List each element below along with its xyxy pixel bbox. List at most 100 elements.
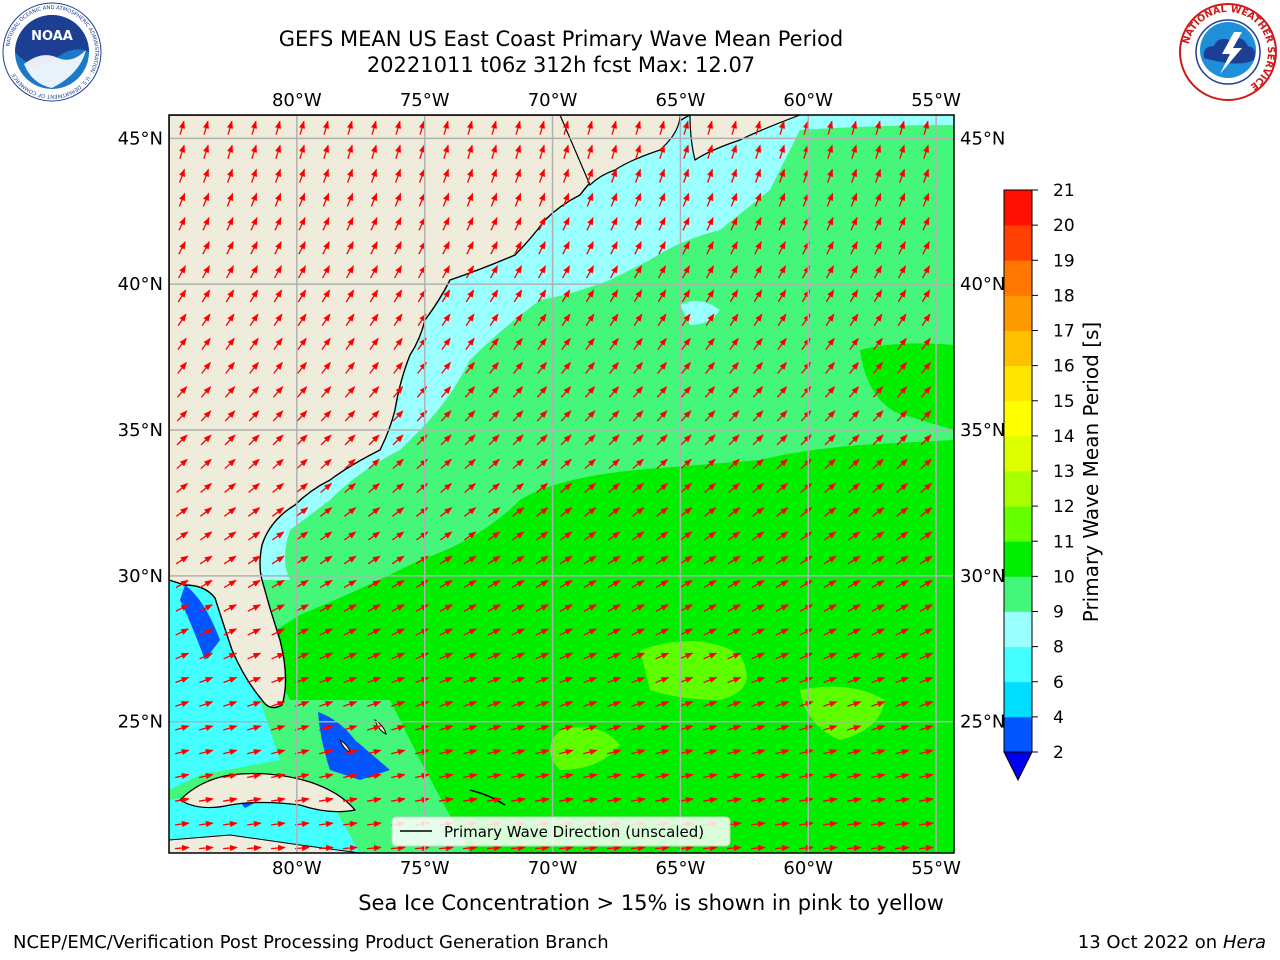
wave-arrow (320, 410, 332, 422)
wave-arrow (249, 313, 259, 327)
wave-arrow (343, 676, 358, 684)
wave-arrow (272, 386, 284, 398)
wave-arrow (536, 410, 548, 422)
wave-arrow (823, 555, 837, 565)
wave-arrow (823, 701, 838, 707)
wave-arrow (706, 216, 714, 231)
wave-arrow (848, 410, 860, 422)
wave-arrow (825, 289, 835, 303)
wave-arrow (464, 386, 476, 398)
wave-arrow (368, 483, 380, 493)
colorbar-tick-label: 17 (1053, 322, 1075, 342)
wave-arrow (463, 604, 477, 612)
map-legend: Primary Wave Direction (unscaled) (391, 816, 731, 847)
wave-arrow (514, 216, 522, 231)
wave-arrow (873, 265, 883, 279)
wave-arrow (321, 289, 331, 303)
wave-arrow (799, 772, 814, 780)
wave-arrow (897, 337, 907, 350)
wave-arrow (535, 725, 550, 731)
wave-arrow (226, 216, 234, 231)
wave-arrow (538, 216, 546, 231)
wave-arrow (222, 796, 238, 804)
wave-arrow (803, 144, 809, 159)
wave-arrow (657, 337, 667, 350)
wave-arrow (511, 701, 526, 707)
wave-arrow (343, 628, 357, 636)
wave-arrow (919, 628, 933, 636)
wave-arrow (344, 386, 356, 398)
wave-arrow (463, 531, 477, 541)
wave-arrow (703, 748, 718, 756)
wave-arrow (585, 313, 595, 327)
wave-arrow (178, 120, 185, 135)
wave-arrow (751, 604, 765, 612)
wave-arrow (655, 555, 669, 565)
lon-label-top: 65°W (656, 90, 706, 111)
colorbar-label: Primary Wave Mean Period [s] (1079, 322, 1103, 623)
wave-arrow (823, 748, 838, 756)
wave-arrow (610, 168, 618, 183)
wave-arrow (223, 820, 238, 828)
wave-arrow (295, 579, 309, 589)
wave-arrow (895, 531, 909, 541)
wave-arrow (679, 725, 694, 731)
wave-arrow (271, 725, 286, 731)
wave-arrow (656, 458, 668, 470)
wave-arrow (610, 120, 617, 135)
wave-arrow (680, 386, 692, 398)
wave-arrow (415, 748, 430, 756)
wave-arrow (439, 772, 454, 780)
wave-arrow (775, 701, 790, 707)
wave-arrow (535, 531, 549, 541)
wave-arrow (633, 337, 643, 350)
wave-arrow (630, 844, 646, 852)
wave-arrow (249, 361, 259, 374)
wave-arrow (247, 676, 262, 684)
wave-arrow (631, 676, 646, 684)
wave-arrow (441, 289, 451, 303)
wave-arrow (224, 507, 237, 517)
chart-title: GEFS MEAN US East Coast Primary Wave Mea… (278, 27, 844, 51)
wave-arrow (343, 604, 357, 612)
wave-arrow (872, 434, 884, 446)
wave-arrow (659, 144, 665, 159)
wave-arrow (584, 434, 596, 446)
wave-arrow (366, 796, 382, 804)
wave-arrow (487, 701, 502, 707)
wave-arrow (873, 313, 883, 327)
wave-arrow (225, 265, 235, 279)
wave-arrow (175, 701, 190, 707)
wave-arrow (559, 701, 574, 707)
wave-arrow (390, 796, 406, 804)
wave-arrow (248, 483, 260, 493)
wave-arrow (318, 844, 334, 852)
wave-arrow (823, 676, 838, 684)
wave-arrow (344, 458, 356, 470)
wave-arrow (442, 241, 450, 255)
wave-arrow (754, 241, 762, 255)
lat-label-left: 30°N (118, 566, 163, 587)
wave-arrow (895, 701, 910, 707)
wave-arrow (848, 458, 860, 470)
wave-arrow (465, 265, 475, 279)
colorbar-segment (1004, 225, 1032, 261)
wave-arrow (465, 289, 475, 303)
wave-arrow (874, 241, 882, 255)
wave-arrow (392, 458, 404, 470)
wave-arrow (682, 168, 690, 183)
wave-arrow (681, 313, 691, 327)
wave-arrow (727, 676, 742, 684)
zone-11-12s-a (640, 641, 747, 700)
wave-arrow (778, 120, 785, 135)
wave-arrow (703, 604, 717, 612)
wave-arrow (487, 676, 502, 684)
wave-arrow (322, 216, 330, 231)
wave-arrow (874, 192, 882, 207)
wave-arrow (414, 796, 430, 804)
wave-arrow (369, 337, 379, 350)
wave-arrow (177, 265, 187, 279)
wave-arrow (799, 604, 813, 612)
wave-arrow (320, 386, 332, 398)
wave-arrow (295, 628, 309, 636)
